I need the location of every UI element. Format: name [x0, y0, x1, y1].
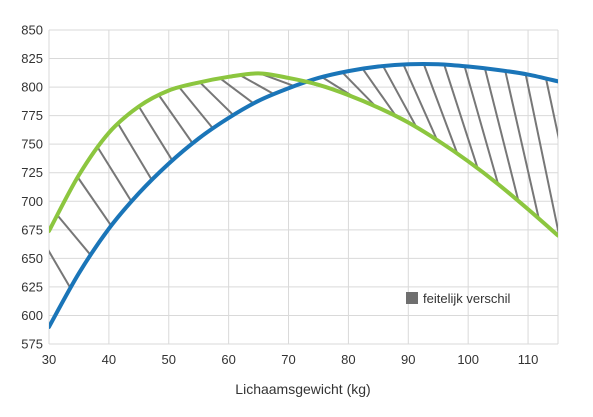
legend: feitelijk verschil — [406, 291, 511, 306]
hatch-line — [158, 95, 194, 145]
y-tick-label: 650 — [21, 251, 43, 266]
hatch-line — [219, 77, 255, 105]
series-line-blue — [49, 61, 558, 329]
legend-label: feitelijk verschil — [423, 291, 511, 306]
hatch-line — [443, 64, 479, 169]
y-tick-label: 800 — [21, 80, 43, 95]
x-tick-label: 70 — [281, 352, 295, 367]
y-tick-label: 825 — [21, 51, 43, 66]
x-axis-label: Lichaamsgewicht (kg) — [235, 381, 370, 397]
difference-hatching — [49, 63, 558, 289]
hatch-line — [382, 65, 418, 129]
x-tick-label: 110 — [518, 352, 539, 367]
hatch-line — [402, 64, 438, 141]
hatch-line — [504, 70, 540, 219]
x-tick-label: 80 — [341, 352, 355, 367]
hatch-line — [361, 68, 398, 118]
y-tick-label: 725 — [21, 165, 43, 180]
legend-swatch — [406, 292, 418, 304]
hatch-line — [178, 87, 214, 130]
series-line-green — [49, 71, 558, 238]
hatch-line — [76, 176, 113, 227]
y-tick-label: 675 — [21, 222, 43, 237]
y-tick-label: 700 — [21, 194, 43, 209]
x-tick-label: 100 — [457, 352, 479, 367]
hatch-line — [545, 78, 558, 140]
y-tick-label: 600 — [21, 308, 43, 323]
y-tick-label: 750 — [21, 137, 43, 152]
hatch-line — [422, 63, 459, 155]
x-tick-label: 30 — [42, 352, 56, 367]
series-lines — [49, 61, 558, 329]
y-tick-label: 575 — [21, 337, 43, 352]
hatch-line — [240, 74, 275, 96]
hatch-line — [117, 123, 153, 181]
x-tick-label: 50 — [162, 352, 176, 367]
hatch-line — [483, 68, 520, 202]
x-tick-label: 60 — [221, 352, 235, 367]
hatch-line — [56, 214, 92, 257]
hatch-line — [463, 65, 500, 185]
hatch-line — [524, 73, 558, 235]
hatch-line — [341, 71, 377, 108]
y-tick-label: 625 — [21, 279, 43, 294]
hatch-line — [97, 147, 133, 203]
y-tick-label: 850 — [21, 23, 43, 38]
tick-labels: 575 600 625 650 675 700 725 750 775 800 825 850 30 40… — [21, 23, 538, 368]
hatch-line — [137, 105, 174, 162]
x-tick-label: 90 — [401, 352, 415, 367]
hatch-line — [49, 249, 72, 289]
x-tick-label: 40 — [102, 352, 116, 367]
y-tick-label: 775 — [21, 108, 43, 123]
hatch-line — [199, 81, 235, 116]
